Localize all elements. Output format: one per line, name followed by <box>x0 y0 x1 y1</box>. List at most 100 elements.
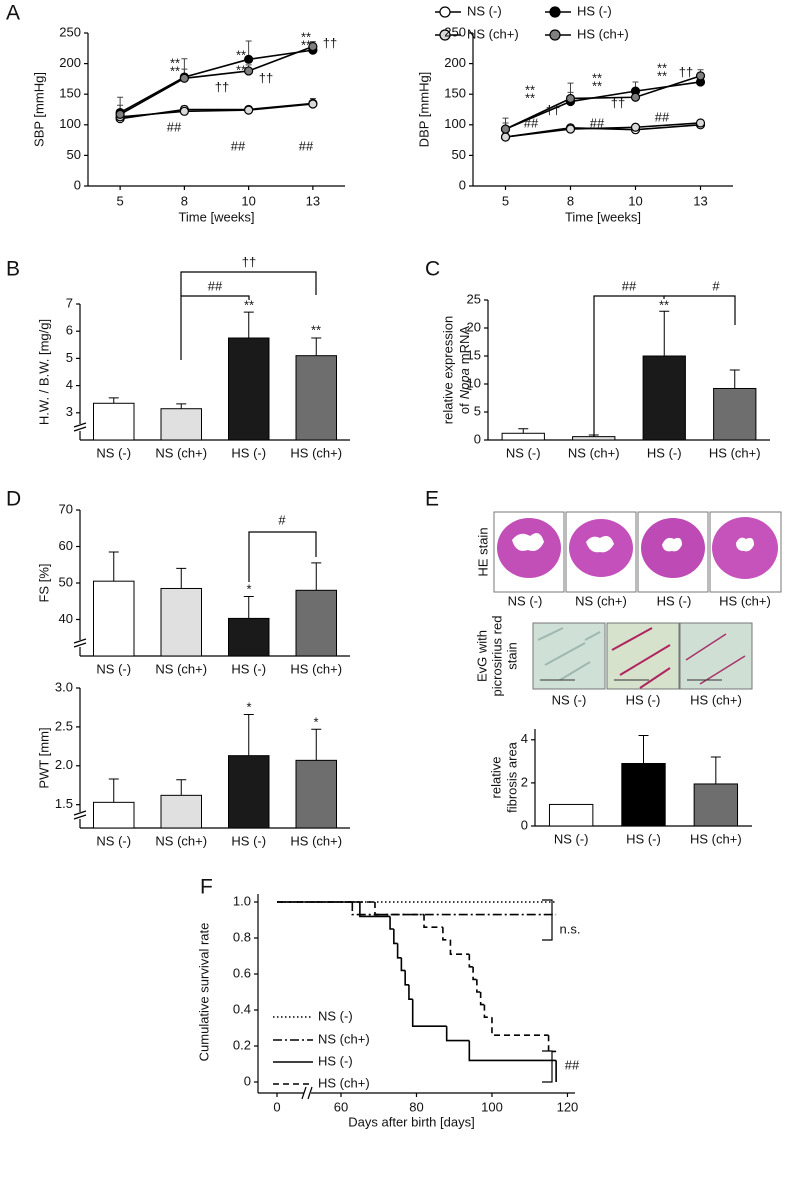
marker <box>565 93 576 104</box>
legend-marker <box>549 29 561 41</box>
bar <box>160 408 202 441</box>
x-tick-label: NS (-) <box>506 445 541 460</box>
marker <box>630 122 641 132</box>
marker <box>179 73 189 83</box>
annotation: ** <box>592 78 602 93</box>
annotation: ## <box>208 278 223 293</box>
annotation: ** <box>244 297 254 312</box>
bar <box>295 355 337 441</box>
annotation: * <box>246 699 251 714</box>
y-tick-label: 250 <box>444 24 466 39</box>
image-label: HE stain <box>475 527 490 576</box>
marker <box>179 106 189 116</box>
error-bar <box>311 562 322 591</box>
annotation: ## <box>167 119 182 134</box>
x-tick-label: NS (-) <box>96 661 131 676</box>
survival-step <box>411 999 447 1027</box>
significance-bracket <box>180 271 317 296</box>
image-label: picrosirius red <box>489 616 504 697</box>
image-frame <box>532 622 606 690</box>
x-tick-label: HS (-) <box>231 661 266 676</box>
annotation: ** <box>236 47 246 62</box>
survival-step <box>404 970 409 986</box>
survival-step <box>491 1017 549 1036</box>
panel-label: A <box>6 2 20 25</box>
lumen <box>512 533 544 551</box>
x-tick-label: HS (ch+) <box>290 445 342 460</box>
x-tick-label: HS (-) <box>647 445 682 460</box>
evg-images <box>532 622 753 690</box>
annotation: ## <box>565 1057 580 1072</box>
significance-bracket <box>664 295 736 325</box>
y-tick-label: 0 <box>74 177 81 192</box>
annotation: ** <box>301 29 311 44</box>
y-tick-label: 0.4 <box>233 1001 251 1016</box>
marker <box>244 54 254 64</box>
survival-step <box>359 902 391 918</box>
x-axis-label: Days after birth [days] <box>348 1114 474 1129</box>
image-caption: HS (-) <box>626 692 661 707</box>
annotation: ## <box>622 278 637 293</box>
survival-step <box>393 929 398 945</box>
series-line <box>119 45 314 116</box>
y-tick-label: 60 <box>59 538 73 553</box>
marker <box>630 92 641 102</box>
annotation: ## <box>655 109 670 124</box>
survival-step <box>468 954 474 968</box>
y-tick-label: 5 <box>474 403 481 418</box>
axis-break <box>307 1086 313 1100</box>
significance-bracket <box>248 531 317 582</box>
x-tick-label: HS (-) <box>626 831 661 846</box>
annotation: †† <box>679 64 693 79</box>
x-tick-label: 0 <box>273 1099 280 1114</box>
y-tick-label: 4 <box>66 377 73 392</box>
marker <box>244 66 254 76</box>
significance-bracket <box>180 295 250 360</box>
y-tick-label: 3.0 <box>55 679 73 694</box>
x-tick-label: 8 <box>181 193 188 208</box>
y-axis-label: relative expression <box>440 316 455 424</box>
axis-break-gap <box>74 424 86 431</box>
survival-step <box>423 914 443 928</box>
y-tick-label: 50 <box>452 147 466 162</box>
bar <box>295 589 337 657</box>
y-tick-label: 150 <box>59 86 81 101</box>
bar <box>93 801 135 829</box>
annotation: ** <box>170 63 180 78</box>
panel-label: D <box>6 488 21 511</box>
annotation: ** <box>525 90 535 105</box>
x-tick-label: NS (-) <box>96 833 131 848</box>
error-bar <box>710 756 721 784</box>
y-tick-label: 2 <box>521 774 528 789</box>
x-tick-label: 5 <box>502 193 509 208</box>
annotation: †† <box>546 102 560 117</box>
marker <box>308 99 318 109</box>
panel-label: B <box>6 258 20 281</box>
image-caption: NS (-) <box>508 593 543 608</box>
annotation: ** <box>659 297 669 312</box>
survival-step <box>442 927 451 941</box>
y-tick-label: 2.5 <box>55 718 73 733</box>
label-part: mRNA <box>457 326 472 365</box>
error-bar <box>518 428 529 434</box>
y-tick-label: 2.0 <box>55 757 73 772</box>
annotation: ## <box>299 138 314 153</box>
axis-break <box>301 1086 307 1100</box>
annotation: †† <box>611 95 625 110</box>
error-bar <box>311 337 322 356</box>
image-caption: HS (ch+) <box>690 692 742 707</box>
annotation: ** <box>301 37 311 52</box>
legend-label: NS (-) <box>318 1008 353 1023</box>
x-tick-label: HS (ch+) <box>709 445 761 460</box>
annotation: ** <box>657 68 667 83</box>
panel-label: E <box>425 488 439 511</box>
x-tick-label: 60 <box>334 1099 348 1114</box>
tissue <box>537 627 601 681</box>
y-tick-label: 0 <box>459 177 466 192</box>
y-tick-label: 1.0 <box>233 893 251 908</box>
bar <box>621 762 666 827</box>
y-tick-label: 70 <box>59 501 73 516</box>
survival-step <box>472 966 477 981</box>
annotation: ** <box>236 62 246 77</box>
